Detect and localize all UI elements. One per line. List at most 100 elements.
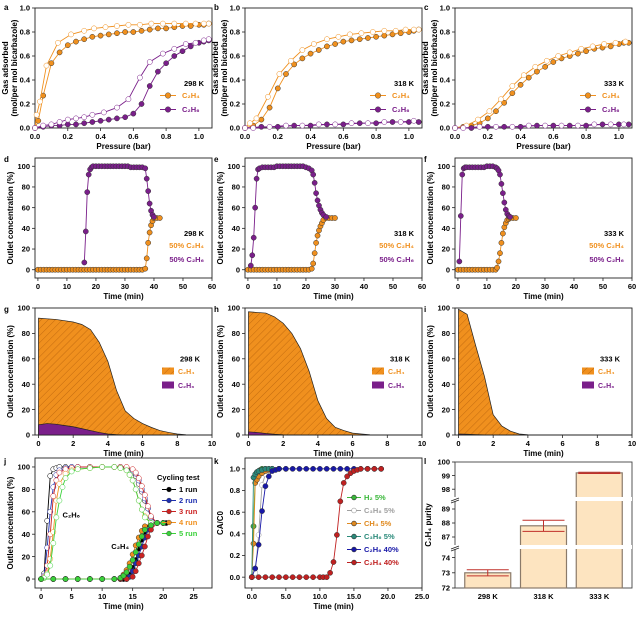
series-c2h4-desorption-point — [335, 33, 342, 40]
run-5-c2h4-point — [87, 576, 93, 582]
series-c2h4-point — [145, 239, 152, 246]
series-c2h4-desorption-point — [612, 39, 619, 46]
plot-frame — [34, 157, 213, 279]
series-c2h4-40%-point — [330, 559, 337, 565]
x-tick-label: 0 — [36, 439, 40, 448]
series-c2h6-point — [122, 114, 128, 121]
y-tick-label: 0.4 — [230, 530, 241, 539]
series-c2h6-point — [498, 181, 505, 187]
x-axis-label: Time (min) — [523, 449, 564, 458]
series-c2h4-point — [397, 30, 404, 37]
series-c2h4-point — [311, 250, 318, 257]
x-tick-label: 2 — [71, 439, 75, 448]
series-c2h4-desorption-point — [43, 62, 50, 69]
x-tick-label: 0.8 — [581, 132, 591, 141]
series-c2h6-point — [373, 120, 379, 127]
run-5-c2h6-point — [129, 477, 136, 484]
y-tick-label: 20 — [442, 405, 450, 414]
run-5-c2h4-point — [50, 576, 57, 582]
series-c2h6-desorption-point — [452, 125, 458, 131]
series-c2h6-desorption-point — [114, 104, 120, 111]
series-c2h4-point — [56, 49, 63, 56]
series-c2h6-40%-point — [276, 465, 282, 472]
series-c2h4-point — [307, 50, 314, 57]
series-c2h4-desorption-point — [532, 63, 539, 70]
series-c2h4-desorption-point — [81, 27, 88, 34]
series-c2h4-point — [513, 215, 519, 221]
run-3-c2h6-point — [50, 493, 57, 499]
y-tick-label: 20 — [442, 245, 450, 254]
x-tick-label: 318 K — [533, 592, 554, 601]
y-tick-label: 40 — [232, 224, 240, 233]
y-tick-label: 100 — [17, 304, 30, 313]
axis-break — [451, 497, 632, 501]
legend-label: C₂H₄ — [182, 91, 200, 100]
series-c2h4-desorption-point — [114, 23, 120, 29]
legend-marker — [166, 530, 172, 537]
series-c2h6-point — [142, 165, 149, 172]
run-3-c2h6-point — [132, 469, 139, 476]
y-tick-label: 40 — [442, 380, 450, 389]
y-tick-label: 0 — [26, 265, 30, 274]
y-tick-label: 74 — [442, 553, 451, 562]
legend-label: 50% C₂H₄ — [379, 241, 414, 250]
x-tick-label: 6 — [141, 439, 145, 448]
run-3-c2h4-point — [132, 568, 139, 575]
y-tick-label: 60 — [442, 355, 450, 364]
series-c2h4-point — [498, 239, 505, 246]
series-c2h4-point — [494, 264, 500, 271]
series-c2h4-point — [348, 37, 355, 44]
series-c2h4-desorption-point — [310, 41, 317, 47]
area-c2h6 — [248, 431, 422, 436]
x-tick-label: 0.4 — [515, 132, 526, 141]
series-c2h4-desorption-line — [454, 41, 626, 129]
x-tick-label: 50 — [389, 282, 397, 291]
series-c2h4-40%-point — [337, 498, 344, 505]
series-c2h4-line — [457, 217, 516, 271]
x-tick-label: 0.0 — [240, 132, 250, 141]
series-c2h4-desorption-point — [68, 31, 74, 38]
x-tick-label: 0 — [456, 282, 460, 291]
axis-break-mark — [450, 497, 460, 502]
x-axis-label: Time (min) — [103, 292, 144, 301]
series-c2h4-desorption-point — [622, 38, 629, 45]
panel-c: c 0.0 0.2 0.4 0.6 0.8 1.0 0.0 0.2 0.4 0.6 0.8 1.0 Pre… — [421, 3, 633, 151]
y-tick-label: 88 — [442, 519, 450, 528]
y-tick-label: 20 — [22, 245, 30, 254]
series-c2h6-point — [163, 60, 169, 67]
run-5-c2h6-point — [47, 562, 54, 569]
legend-label: C₃H₈ 5% — [364, 506, 395, 515]
series-c2h4-desorption-point — [102, 24, 109, 31]
series-c2h4-desorption-point — [520, 72, 527, 79]
plot-frame — [244, 7, 423, 129]
y-axis-label: Outlet concentration (%) — [6, 476, 15, 569]
x-tick-label: 298 K — [478, 592, 499, 601]
legend-marker — [351, 559, 357, 566]
y-axis-label: Outlet concentration (%) — [216, 171, 225, 264]
legend-title: Cycling test — [157, 473, 200, 482]
series-c2h4-40%-point — [296, 574, 303, 581]
y-tick-label: 0 — [26, 431, 30, 440]
run-3-c2h6-point — [142, 492, 148, 498]
series-c2h4-point — [146, 26, 153, 33]
series-c2h6-desorption-point — [607, 121, 614, 128]
series-c2h6-40%-point — [344, 465, 350, 472]
series-c2h6-point — [114, 115, 120, 122]
run-3-c2h4-point — [135, 560, 142, 567]
legend-marker — [375, 106, 382, 113]
series-c2h4-point — [64, 42, 71, 49]
series-c2h6-desorption-point — [493, 123, 499, 130]
series-c2h6-point — [130, 110, 137, 117]
series-c2h6-point — [517, 123, 524, 130]
x-tick-label: 2 — [491, 439, 495, 448]
panel-label: a — [4, 3, 9, 12]
legend-label: 1 run — [179, 485, 198, 494]
legend-swatch — [372, 381, 384, 389]
run-5-c2h6-point — [117, 465, 124, 471]
series-c2h4-point — [299, 55, 306, 62]
series-c2h4-desorption-point — [55, 39, 61, 46]
y-axis-label: Outlet concentration (%) — [426, 325, 435, 418]
y-tick-label: 0.6 — [230, 508, 240, 517]
x-tick-label: 4 — [316, 439, 321, 448]
run-3-c2h6-point — [56, 469, 63, 476]
